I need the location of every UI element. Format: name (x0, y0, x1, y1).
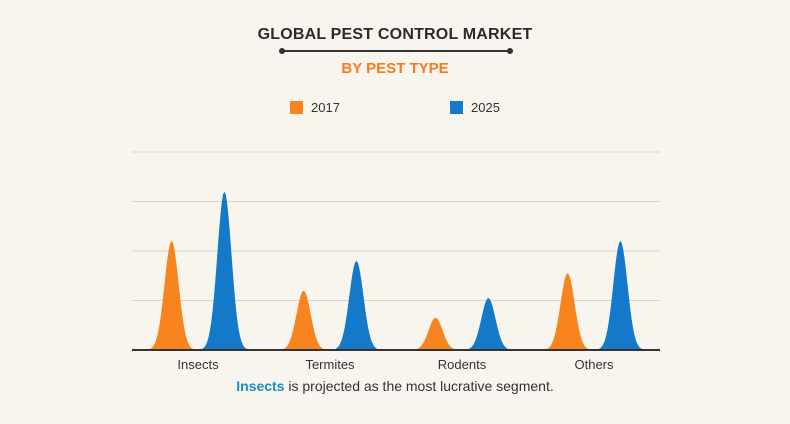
legend: 2017 2025 (0, 100, 790, 120)
chart-subtitle: BY PEST TYPE (341, 60, 449, 77)
legend-label-2017: 2017 (311, 100, 340, 115)
peak-others-2025 (594, 241, 647, 350)
footnote-highlight: Insects (236, 378, 285, 394)
category-label-insects: Insects (177, 357, 219, 372)
divider-dot-left (279, 48, 285, 54)
footnote: Insects is projected as the most lucrati… (0, 378, 790, 394)
peak-rodents-2017 (409, 317, 462, 350)
legend-item-2017: 2017 (290, 100, 340, 115)
legend-label-2025: 2025 (471, 100, 500, 115)
peak-termites-2017 (277, 290, 330, 350)
grid-layer (132, 151, 660, 301)
peaks-layer (145, 191, 647, 350)
category-label-rodents: Rodents (438, 357, 487, 372)
legend-swatch-2025 (450, 101, 463, 114)
peak-rodents-2025 (462, 298, 515, 350)
category-labels: Insects Termites Rodents Others (177, 357, 614, 372)
peak-others-2017 (541, 273, 594, 350)
legend-swatch-2017 (290, 101, 303, 114)
chart-title: GLOBAL PEST CONTROL MARKET (257, 26, 533, 43)
footnote-text: is projected as the most lucrative segme… (284, 378, 554, 394)
peak-insects-2025 (198, 191, 251, 350)
category-label-termites: Termites (305, 357, 355, 372)
peak-termites-2025 (330, 260, 383, 350)
title-divider (279, 48, 513, 54)
peak-insects-2017 (145, 241, 198, 350)
legend-item-2025: 2025 (450, 100, 500, 115)
divider-dot-right (507, 48, 513, 54)
category-label-others: Others (574, 357, 614, 372)
